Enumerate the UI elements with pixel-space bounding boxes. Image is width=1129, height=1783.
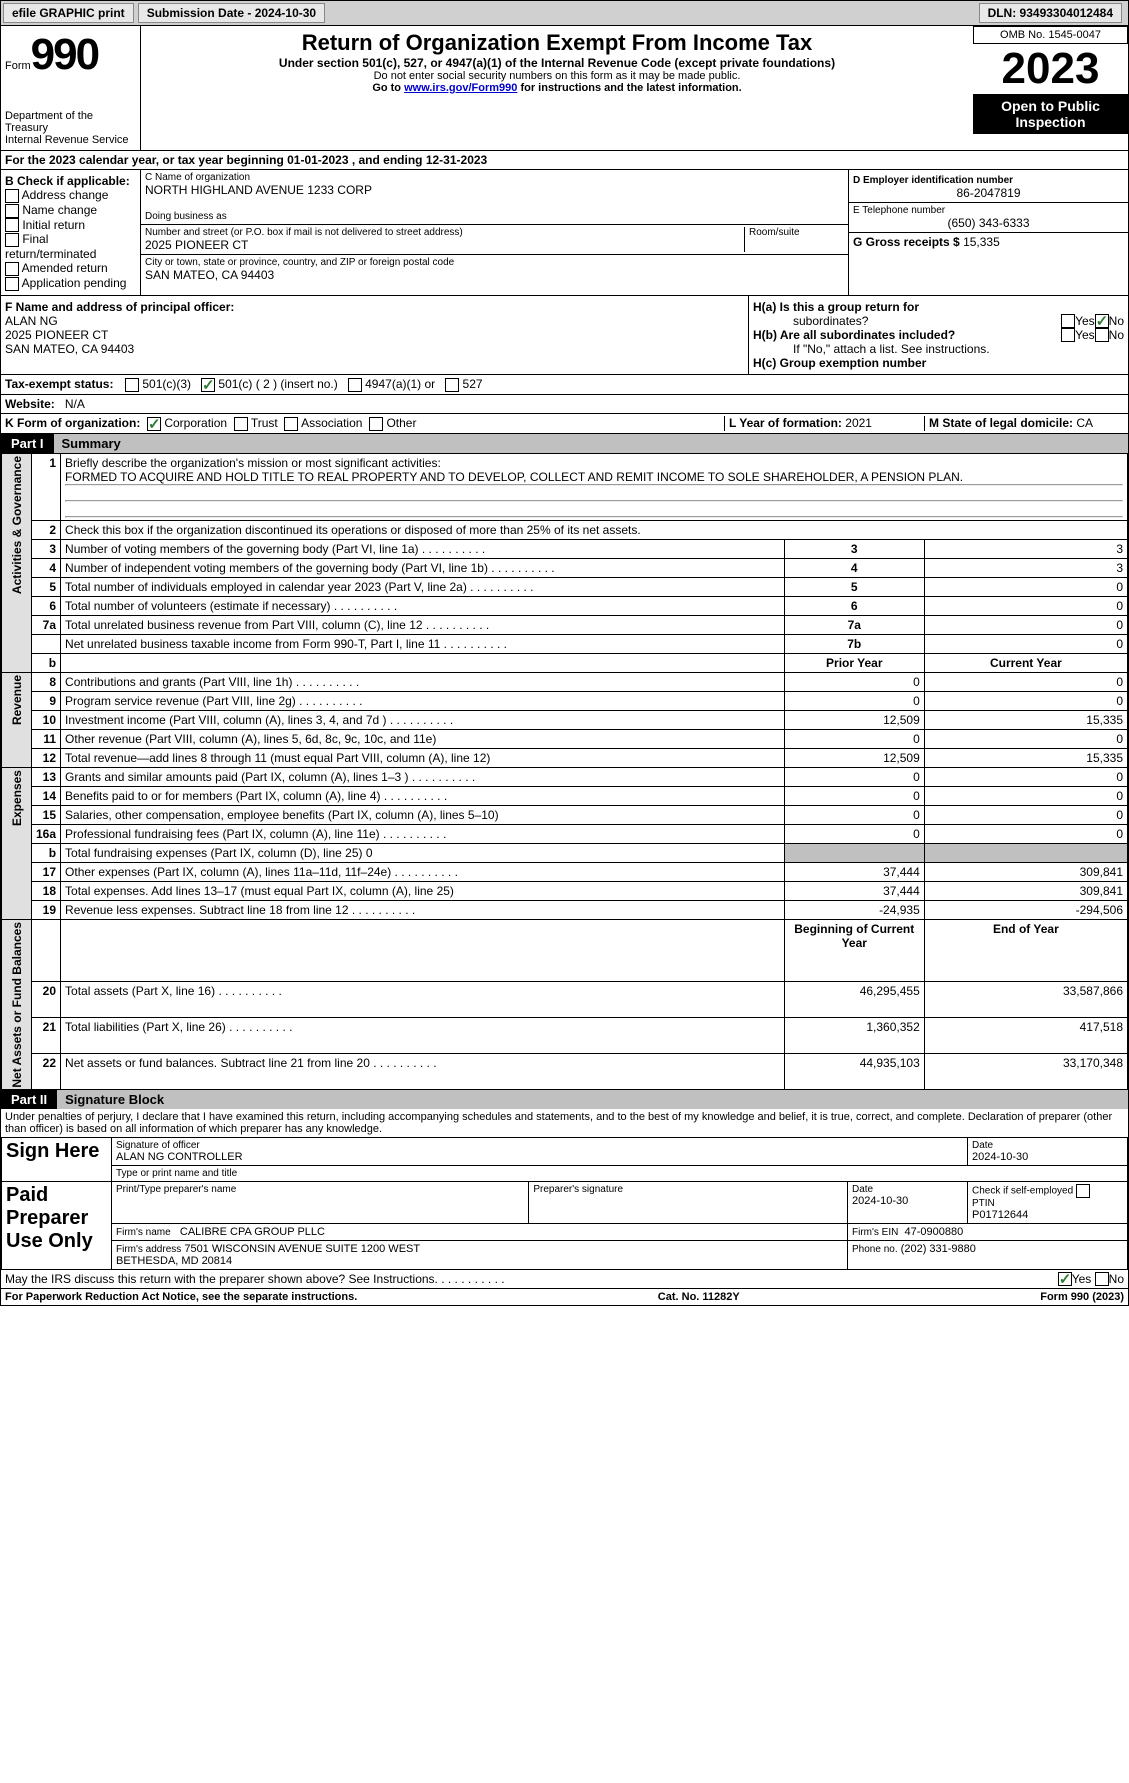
org-name: NORTH HIGHLAND AVENUE 1233 CORP bbox=[145, 183, 844, 197]
mission: FORMED TO ACQUIRE AND HOLD TITLE TO REAL… bbox=[65, 470, 963, 484]
city-label: City or town, state or province, country… bbox=[145, 257, 844, 268]
dba-label: Doing business as bbox=[145, 211, 844, 222]
officer-city: SAN MATEO, CA 94403 bbox=[5, 342, 134, 356]
sign-date: 2024-10-30 bbox=[972, 1151, 1123, 1163]
city: SAN MATEO, CA 94403 bbox=[145, 268, 844, 282]
part-2-header: Part II Signature Block bbox=[1, 1090, 1128, 1109]
officer-signature: ALAN NG CONTROLLER bbox=[116, 1151, 963, 1163]
page-title: Return of Organization Exempt From Incom… bbox=[145, 30, 969, 56]
goto-pre: Go to bbox=[372, 82, 404, 94]
hc-label: H(c) Group exemption number bbox=[753, 356, 926, 370]
form-990: 990 bbox=[31, 30, 98, 79]
check-trust[interactable] bbox=[234, 417, 248, 431]
tax-year: 2023 bbox=[973, 44, 1128, 94]
paid-preparer: Paid Preparer Use Only bbox=[2, 1182, 112, 1270]
declaration: Under penalties of perjury, I declare th… bbox=[1, 1109, 1128, 1137]
gross-receipts: 15,335 bbox=[963, 235, 1000, 249]
discuss-text: May the IRS discuss this return with the… bbox=[5, 1272, 505, 1286]
irs-link[interactable]: www.irs.gov/Form990 bbox=[404, 82, 517, 94]
officer-street: 2025 PIONEER CT bbox=[5, 328, 108, 342]
line-a: For the 2023 calendar year, or tax year … bbox=[5, 153, 487, 167]
hb-no[interactable] bbox=[1095, 328, 1109, 342]
box-b-label: B Check if applicable: bbox=[5, 174, 130, 188]
ein: 86-2047819 bbox=[853, 186, 1124, 200]
tax-exempt-label: Tax-exempt status: bbox=[5, 377, 113, 391]
form-label: Form bbox=[5, 60, 31, 72]
ha-label: H(a) Is this a group return for bbox=[753, 300, 919, 314]
check-4947[interactable] bbox=[348, 378, 362, 392]
check-501c3[interactable] bbox=[125, 378, 139, 392]
phone-label: E Telephone number bbox=[853, 205, 1124, 216]
footer-right: Form 990 (2023) bbox=[1040, 1291, 1124, 1303]
omb-no: OMB No. 1545-0047 bbox=[973, 26, 1128, 44]
room-label: Room/suite bbox=[749, 227, 844, 238]
sign-here: Sign Here bbox=[2, 1138, 112, 1182]
public-inspection: Open to Public Inspection bbox=[973, 94, 1128, 134]
street: 2025 PIONEER CT bbox=[145, 238, 744, 252]
footer-mid: Cat. No. 11282Y bbox=[658, 1291, 740, 1303]
submission-date: Submission Date - 2024-10-30 bbox=[138, 3, 325, 23]
firm-name: CALIBRE CPA GROUP PLLC bbox=[180, 1226, 325, 1238]
street-label: Number and street (or P.O. box if mail i… bbox=[145, 227, 744, 238]
top-bar: efile GRAPHIC print Submission Date - 20… bbox=[1, 1, 1128, 26]
check-amended-return[interactable] bbox=[5, 262, 19, 276]
efile-button[interactable]: efile GRAPHIC print bbox=[3, 3, 134, 23]
part-1-header: Part I Summary bbox=[1, 434, 1128, 453]
firm-phone: (202) 331-9880 bbox=[901, 1243, 976, 1255]
check-501c[interactable] bbox=[201, 378, 215, 392]
check-527[interactable] bbox=[445, 378, 459, 392]
discuss-no[interactable] bbox=[1095, 1272, 1109, 1286]
dept-treasury: Department of the Treasury Internal Reve… bbox=[5, 110, 136, 146]
check-name-change[interactable] bbox=[5, 204, 19, 218]
year-formation: 2021 bbox=[845, 416, 872, 430]
summary-table: Activities & Governance 1 Briefly descri… bbox=[1, 453, 1128, 1091]
discuss-yes[interactable] bbox=[1058, 1272, 1072, 1286]
form-org-label: K Form of organization: bbox=[5, 416, 140, 430]
check-initial-return[interactable] bbox=[5, 218, 19, 232]
website-label: Website: bbox=[5, 397, 55, 411]
footer-left: For Paperwork Reduction Act Notice, see … bbox=[5, 1291, 357, 1303]
ha-no[interactable] bbox=[1095, 314, 1109, 328]
ptin: P01712644 bbox=[972, 1209, 1028, 1221]
check-address-change[interactable] bbox=[5, 189, 19, 203]
officer-label: F Name and address of principal officer: bbox=[5, 300, 234, 314]
hb-label: H(b) Are all subordinates included? bbox=[753, 328, 955, 342]
ein-label: D Employer identification number bbox=[853, 175, 1013, 186]
hb-yes[interactable] bbox=[1061, 328, 1075, 342]
subtitle-2: Do not enter social security numbers on … bbox=[145, 70, 969, 82]
dln: DLN: 93493304012484 bbox=[979, 3, 1122, 23]
website: N/A bbox=[65, 397, 85, 411]
check-final-return[interactable] bbox=[5, 233, 19, 247]
check-app-pending[interactable] bbox=[5, 277, 19, 291]
hb-note: If "No," attach a list. See instructions… bbox=[793, 342, 1124, 356]
gross-receipts-label: G Gross receipts $ bbox=[853, 235, 960, 249]
check-association[interactable] bbox=[284, 417, 298, 431]
phone: (650) 343-6333 bbox=[853, 216, 1124, 230]
org-name-label: C Name of organization bbox=[145, 172, 844, 183]
state-domicile: CA bbox=[1076, 416, 1093, 430]
check-corporation[interactable] bbox=[147, 417, 161, 431]
officer-name: ALAN NG bbox=[5, 314, 58, 328]
ha-yes[interactable] bbox=[1061, 314, 1075, 328]
subtitle-1: Under section 501(c), 527, or 4947(a)(1)… bbox=[145, 56, 969, 70]
firm-ein: 47-0900880 bbox=[904, 1226, 963, 1238]
check-self-employed[interactable] bbox=[1076, 1184, 1090, 1198]
check-other[interactable] bbox=[369, 417, 383, 431]
goto-post: for instructions and the latest informat… bbox=[517, 82, 741, 94]
